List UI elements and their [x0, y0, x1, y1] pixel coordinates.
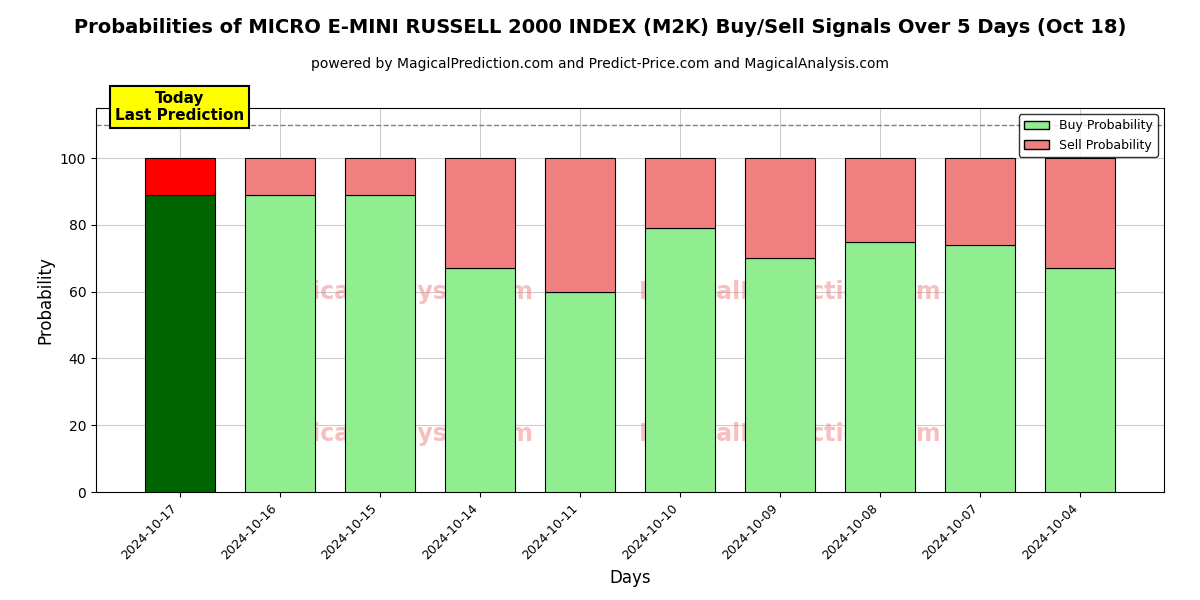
Bar [245, 195, 314, 492]
Bar [344, 195, 415, 492]
Text: Today
Last Prediction: Today Last Prediction [115, 91, 245, 123]
Text: MagicalPrediction.com: MagicalPrediction.com [638, 280, 942, 304]
Bar [845, 158, 916, 242]
Bar [646, 228, 715, 492]
Bar [946, 158, 1015, 245]
Bar [545, 292, 614, 492]
Bar [445, 268, 515, 492]
Bar [144, 158, 215, 195]
Bar [245, 158, 314, 195]
Bar [845, 242, 916, 492]
Bar [745, 258, 815, 492]
Bar [344, 158, 415, 195]
Y-axis label: Probability: Probability [36, 256, 54, 344]
X-axis label: Days: Days [610, 569, 650, 587]
Text: MagicalAnalysis.com: MagicalAnalysis.com [257, 422, 534, 446]
Bar [946, 245, 1015, 492]
Bar [1045, 268, 1116, 492]
Bar [646, 158, 715, 228]
Text: MagicalPrediction.com: MagicalPrediction.com [638, 422, 942, 446]
Bar [1045, 158, 1116, 268]
Text: MagicalAnalysis.com: MagicalAnalysis.com [257, 280, 534, 304]
Bar [745, 158, 815, 258]
Text: powered by MagicalPrediction.com and Predict-Price.com and MagicalAnalysis.com: powered by MagicalPrediction.com and Pre… [311, 57, 889, 71]
Bar [445, 158, 515, 268]
Bar [545, 158, 614, 292]
Legend: Buy Probability, Sell Probability: Buy Probability, Sell Probability [1019, 114, 1158, 157]
Text: Probabilities of MICRO E-MINI RUSSELL 2000 INDEX (M2K) Buy/Sell Signals Over 5 D: Probabilities of MICRO E-MINI RUSSELL 20… [74, 18, 1126, 37]
Bar [144, 195, 215, 492]
